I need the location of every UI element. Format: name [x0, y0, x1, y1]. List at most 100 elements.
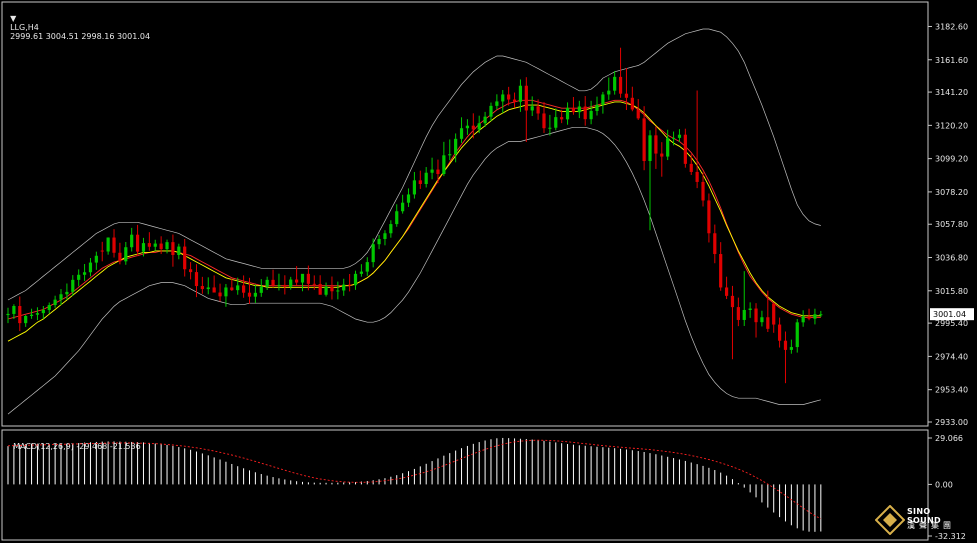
candle-body — [359, 271, 363, 274]
candle-body — [760, 317, 764, 323]
candle-body — [471, 125, 475, 130]
candle-body — [789, 347, 793, 350]
candle-body — [318, 283, 322, 295]
candle-body — [242, 285, 246, 293]
candle-body — [365, 262, 369, 272]
candle-body — [801, 316, 805, 323]
macd-y-tick-label: 29.066 — [935, 434, 963, 443]
candle-body — [560, 117, 564, 120]
y-tick-label: 3057.80 — [935, 220, 968, 229]
candle-body — [660, 153, 664, 157]
candle-body — [206, 287, 210, 290]
macd-signal-line — [7, 439, 822, 520]
candle-body — [819, 314, 823, 316]
y-tick-label: 3161.60 — [935, 56, 968, 65]
candle-body — [236, 285, 240, 291]
candle-body — [29, 314, 34, 316]
candle-body — [94, 255, 98, 263]
candle-body — [124, 247, 128, 262]
overlay-line-upper-band — [7, 28, 821, 301]
candle-body — [165, 242, 169, 250]
candle-body — [118, 252, 122, 262]
candle-body — [153, 243, 157, 247]
candle-body — [648, 135, 652, 162]
candle-body — [159, 243, 163, 250]
candle-body — [389, 224, 393, 234]
candle-body — [671, 137, 676, 139]
candle-body — [677, 134, 682, 138]
candle-body — [418, 180, 422, 184]
candle-body — [577, 106, 581, 113]
candle-body — [707, 200, 711, 234]
candle-body — [795, 322, 799, 348]
candle-body — [135, 234, 140, 252]
candle-body — [330, 286, 334, 292]
candle-body — [601, 94, 605, 105]
y-tick-label: 2995.40 — [935, 319, 968, 328]
candle-body — [353, 273, 358, 286]
candle-body — [642, 118, 646, 162]
candle-body — [813, 314, 817, 319]
candle-body — [624, 93, 629, 98]
candle-body — [177, 246, 181, 255]
candle-body — [724, 287, 729, 296]
candle-body — [542, 113, 546, 129]
candle-body — [147, 243, 151, 247]
brand-name: SINO SOUND — [907, 507, 941, 525]
y-tick-label: 3141.20 — [935, 88, 968, 97]
candle-body — [530, 106, 534, 111]
candle-body — [100, 250, 104, 252]
candle-body — [218, 292, 222, 297]
candle-body — [448, 154, 452, 156]
candle-body — [130, 234, 134, 248]
candle-body — [200, 286, 204, 290]
candle-body — [401, 202, 405, 212]
candle-body — [742, 309, 746, 320]
overlay-line-moving-average — [7, 101, 821, 342]
candle-body — [112, 237, 116, 253]
candle-body — [548, 127, 552, 129]
macd-y-tick-label: -32.312 — [935, 532, 966, 541]
candle-body — [41, 309, 45, 314]
brand-logo: SINO SOUND 漢聲集團 — [875, 503, 967, 537]
candle-body — [524, 85, 528, 111]
brand-name-cn: 漢聲集團 — [907, 521, 955, 530]
candle-body — [454, 138, 458, 155]
candle-body — [300, 273, 305, 283]
candle-body — [406, 194, 411, 203]
candle-body — [459, 128, 464, 139]
candle-body — [719, 254, 723, 288]
candle-body — [424, 172, 428, 184]
candle-body — [271, 279, 275, 286]
ohlc-values: 2999.61 3004.51 2998.16 3001.04 — [10, 32, 151, 41]
candle-body — [377, 238, 381, 245]
candle-body — [766, 317, 770, 329]
candle-body — [247, 292, 252, 297]
candle-body — [171, 242, 175, 255]
candle-body — [194, 272, 199, 287]
candle-body — [430, 169, 434, 173]
candle-body — [342, 284, 346, 291]
candle-body — [666, 138, 670, 157]
candle-body — [71, 279, 75, 292]
candle-body — [483, 116, 487, 124]
candle-body — [312, 283, 316, 285]
overlay-line-lower-band — [7, 126, 821, 415]
candle-body — [477, 123, 481, 130]
candle-body — [807, 316, 811, 319]
collapse-arrow-icon[interactable]: ▼ — [10, 14, 17, 23]
candle-body — [371, 244, 375, 263]
candle-body — [507, 94, 511, 100]
candle-body — [518, 85, 523, 102]
candle-body — [59, 294, 63, 300]
candle-body — [636, 109, 640, 119]
candle-body — [230, 287, 234, 291]
candle-body — [489, 105, 493, 117]
candle-body — [82, 272, 87, 275]
candle-body — [18, 306, 22, 324]
last-price-marker — [930, 308, 974, 321]
candle-body — [777, 324, 782, 341]
candle-body — [212, 287, 216, 293]
price-panel-frame — [1, 1, 929, 427]
